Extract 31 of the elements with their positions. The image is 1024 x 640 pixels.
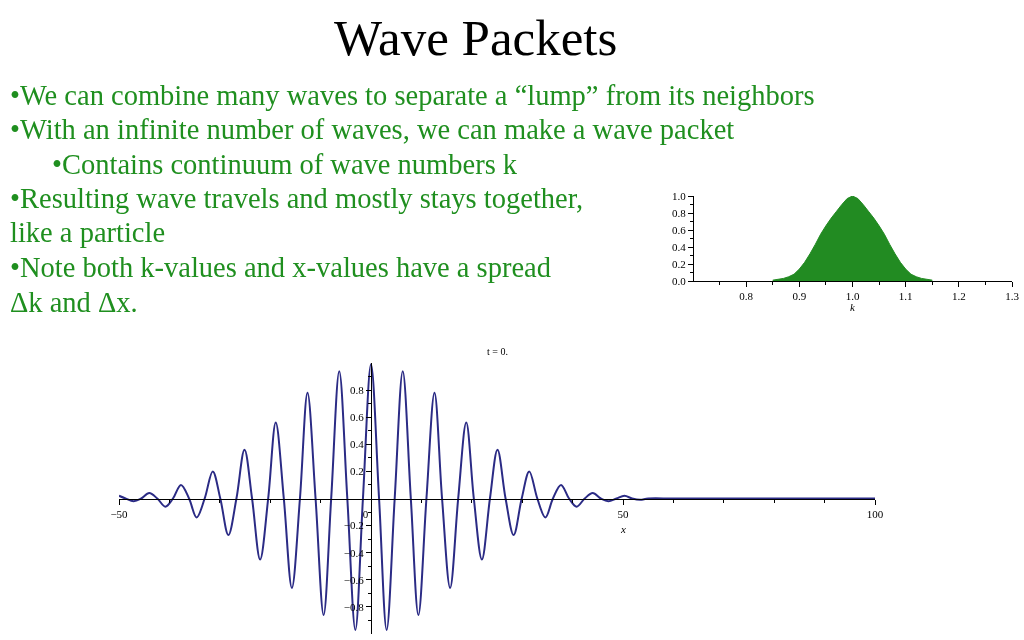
text: Δk and Δx. bbox=[10, 287, 138, 318]
y-tick-label: 0.0 bbox=[672, 274, 687, 287]
x-tick-label: 50 bbox=[617, 507, 629, 520]
x-tick-label: 0 bbox=[362, 507, 380, 520]
chart-title: t = 0. bbox=[487, 346, 508, 357]
y-tick-label: 0.8 bbox=[350, 383, 365, 396]
text: •Contains continuum of wave numbers k bbox=[52, 149, 518, 180]
y-tick-label: 0.6 bbox=[672, 223, 687, 236]
y-tick-label: 0.2 bbox=[672, 257, 686, 270]
y-tick-label: 0.6 bbox=[350, 411, 365, 424]
text: •We can combine many waves to separate a “lump” from its neighbors bbox=[10, 80, 815, 111]
x-tick-label: 1.1 bbox=[898, 290, 913, 303]
text: Wave Packets bbox=[334, 10, 618, 66]
text: like a particle bbox=[10, 217, 166, 248]
x-tick-label: 0.8 bbox=[739, 290, 754, 303]
x-axis-title: k bbox=[850, 301, 856, 313]
x-tick-label: 1.2 bbox=[951, 290, 966, 303]
x-tick-label: 100 bbox=[866, 507, 884, 520]
y-tick-label: 0.4 bbox=[350, 438, 365, 451]
x-tick-label: −50 bbox=[110, 507, 129, 520]
text: •Note both k-values and x-values have a spread bbox=[10, 252, 551, 283]
y-tick-label: 0.8 bbox=[672, 206, 687, 219]
y-tick-label: 1.0 bbox=[672, 189, 687, 202]
x-tick-label: 1.3 bbox=[1005, 290, 1020, 303]
x-axis-title: x bbox=[620, 523, 626, 535]
y-tick-label: 0.4 bbox=[672, 240, 687, 253]
x-tick-label: 0.9 bbox=[792, 290, 807, 303]
text: •With an infinite number of waves, we can make a wave packet bbox=[10, 114, 735, 145]
text: •Resulting wave travels and mostly stays together, bbox=[10, 183, 584, 214]
x-tick-label: 1.0 bbox=[845, 290, 860, 303]
y-tick-label: 0.2 bbox=[350, 465, 364, 478]
